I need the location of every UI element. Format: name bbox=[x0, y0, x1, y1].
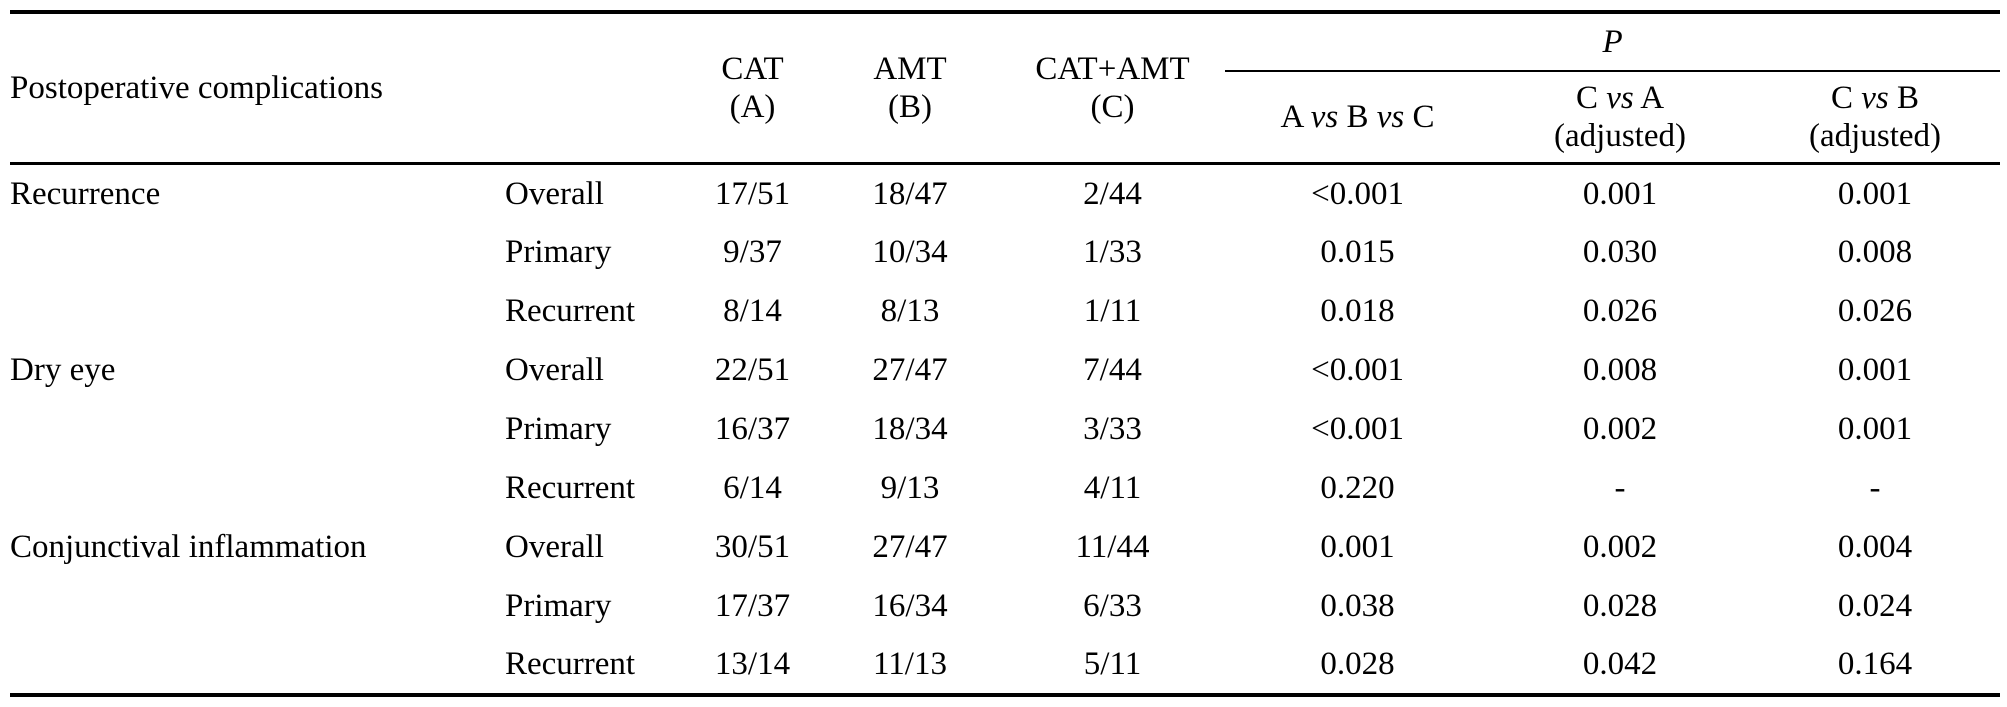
cell-p-abc: 0.220 bbox=[1320, 470, 1395, 506]
cell-p-cb: - bbox=[1869, 470, 1881, 506]
cell-amt: 18/47 bbox=[872, 175, 948, 212]
cell-p-cb: 0.164 bbox=[1750, 635, 2001, 697]
cell-p-ca: 0.042 bbox=[1490, 635, 1751, 697]
table-header: Postoperative complications CAT (A) AMT (B… bbox=[10, 10, 2001, 165]
cell-group: Dry eye bbox=[10, 352, 116, 388]
cell-p-ca: - bbox=[1614, 470, 1626, 506]
table-body: Recurrence Overall 17/51 18/47 2/44 <0.0… bbox=[10, 164, 2001, 697]
complications-table: Postoperative complications CAT (A) AMT (B… bbox=[10, 10, 2001, 697]
header-postoperative-complications: Postoperative complications bbox=[10, 10, 686, 165]
header-cat: CAT (A) bbox=[685, 10, 821, 165]
cell-cat-amt: 3/33 bbox=[1083, 411, 1142, 447]
cell-p-ca: 0.002 bbox=[1582, 529, 1658, 565]
table-row: Conjunctival inflammation Overall 30/51 … bbox=[10, 518, 2000, 577]
complications-table-container: Postoperative complications CAT (A) AMT (B… bbox=[10, 10, 2001, 697]
cell-group bbox=[10, 223, 485, 282]
cell-cat: 17/37 bbox=[714, 588, 791, 624]
table-row: Recurrent 6/14 9/13 4/11 0.220 - - bbox=[10, 459, 2000, 518]
cell-subgroup: Primary bbox=[505, 234, 612, 270]
table-row: Recurrence Overall 17/51 18/47 2/44 <0.0… bbox=[10, 164, 2000, 223]
cell-amt: 8/13 bbox=[880, 293, 940, 329]
cell-cat: 13/14 bbox=[685, 635, 821, 697]
cell-cat-amt: 11/44 bbox=[1075, 529, 1150, 565]
cell-amt: 10/34 bbox=[872, 234, 948, 270]
cell-p-abc: <0.001 bbox=[1311, 411, 1404, 447]
cell-cat: 16/37 bbox=[714, 411, 791, 447]
cell-subgroup: Overall bbox=[505, 352, 604, 388]
header-c-vs-a-adjusted: C vs A (adjusted) bbox=[1490, 71, 1751, 165]
cell-amt: 18/34 bbox=[872, 411, 948, 447]
table-row: Recurrent 13/14 11/13 5/11 0.028 0.042 0… bbox=[10, 635, 2001, 697]
header-amt: AMT (B) bbox=[820, 10, 1001, 165]
header-c-vs-b-adjusted: C vs B (adjusted) bbox=[1750, 71, 2001, 165]
cell-p-ca: 0.030 bbox=[1582, 234, 1658, 270]
header-p-value: P bbox=[1225, 10, 2001, 72]
cell-group bbox=[10, 635, 485, 697]
cell-p-abc: <0.001 bbox=[1311, 352, 1404, 388]
cell-p-ca: 0.026 bbox=[1582, 293, 1658, 329]
cell-cat: 8/14 bbox=[723, 293, 782, 329]
cell-group: Conjunctival inflammation bbox=[10, 529, 367, 565]
table-row: Primary 9/37 10/34 1/33 0.015 0.030 0.00… bbox=[10, 223, 2000, 282]
cell-p-ca: 0.002 bbox=[1582, 411, 1658, 447]
header-a-vs-b-vs-c: A vs B vs C bbox=[1225, 71, 1491, 165]
cell-p-cb: 0.001 bbox=[1837, 352, 1913, 388]
cell-group: Recurrence bbox=[10, 175, 161, 212]
cell-p-abc: 0.018 bbox=[1320, 293, 1395, 329]
cell-group bbox=[10, 459, 485, 518]
cell-cat-amt: 5/11 bbox=[1000, 635, 1226, 697]
cell-p-cb: 0.008 bbox=[1837, 234, 1913, 270]
cell-cat-amt: 6/33 bbox=[1083, 588, 1142, 624]
cell-p-cb: 0.001 bbox=[1837, 411, 1913, 447]
table-row: Primary 16/37 18/34 3/33 <0.001 0.002 0.… bbox=[10, 400, 2000, 459]
cell-cat: 9/37 bbox=[723, 234, 782, 270]
cell-subgroup: Recurrent bbox=[485, 635, 686, 697]
cell-amt: 27/47 bbox=[872, 529, 948, 565]
cell-cat-amt: 1/11 bbox=[1083, 293, 1142, 329]
cell-amt: 11/13 bbox=[820, 635, 1001, 697]
cell-cat-amt: 7/44 bbox=[1083, 352, 1142, 388]
cell-p-abc: 0.028 bbox=[1225, 635, 1491, 697]
header-cat-amt: CAT+AMT (C) bbox=[1000, 10, 1226, 165]
cell-cat: 22/51 bbox=[714, 352, 791, 388]
cell-p-abc: 0.001 bbox=[1320, 529, 1395, 565]
table-row: Recurrent 8/14 8/13 1/11 0.018 0.026 0.0… bbox=[10, 282, 2000, 341]
cell-cat: 30/51 bbox=[714, 529, 791, 565]
cell-cat-amt: 4/11 bbox=[1083, 470, 1142, 506]
cell-p-abc: <0.001 bbox=[1311, 175, 1404, 212]
cell-amt: 16/34 bbox=[872, 588, 948, 624]
cell-group bbox=[10, 400, 485, 459]
cell-p-cb: 0.026 bbox=[1837, 293, 1913, 329]
cell-cat-amt: 2/44 bbox=[1083, 175, 1142, 212]
table-row: Dry eye Overall 22/51 27/47 7/44 <0.001 … bbox=[10, 341, 2000, 400]
cell-p-abc: 0.015 bbox=[1320, 234, 1395, 270]
cell-subgroup: Primary bbox=[505, 411, 612, 447]
cell-p-ca: 0.008 bbox=[1582, 352, 1658, 388]
cell-cat: 6/14 bbox=[723, 470, 782, 506]
cell-group bbox=[10, 577, 485, 636]
cell-subgroup: Overall bbox=[505, 529, 604, 565]
cell-p-cb: 0.024 bbox=[1837, 588, 1913, 624]
cell-p-ca: 0.001 bbox=[1582, 175, 1658, 212]
cell-p-cb: 0.004 bbox=[1837, 529, 1913, 565]
cell-p-ca: 0.028 bbox=[1582, 588, 1658, 624]
cell-p-abc: 0.038 bbox=[1320, 588, 1395, 624]
cell-cat: 17/51 bbox=[714, 175, 791, 212]
cell-amt: 9/13 bbox=[880, 470, 940, 506]
table-row: Primary 17/37 16/34 6/33 0.038 0.028 0.0… bbox=[10, 577, 2000, 636]
cell-amt: 27/47 bbox=[872, 352, 948, 388]
cell-subgroup: Recurrent bbox=[505, 293, 636, 329]
cell-subgroup: Primary bbox=[505, 588, 612, 624]
cell-p-cb: 0.001 bbox=[1837, 175, 1913, 212]
cell-subgroup: Recurrent bbox=[505, 470, 636, 506]
cell-cat-amt: 1/33 bbox=[1083, 234, 1142, 270]
cell-group bbox=[10, 282, 485, 341]
cell-subgroup: Overall bbox=[505, 175, 604, 212]
